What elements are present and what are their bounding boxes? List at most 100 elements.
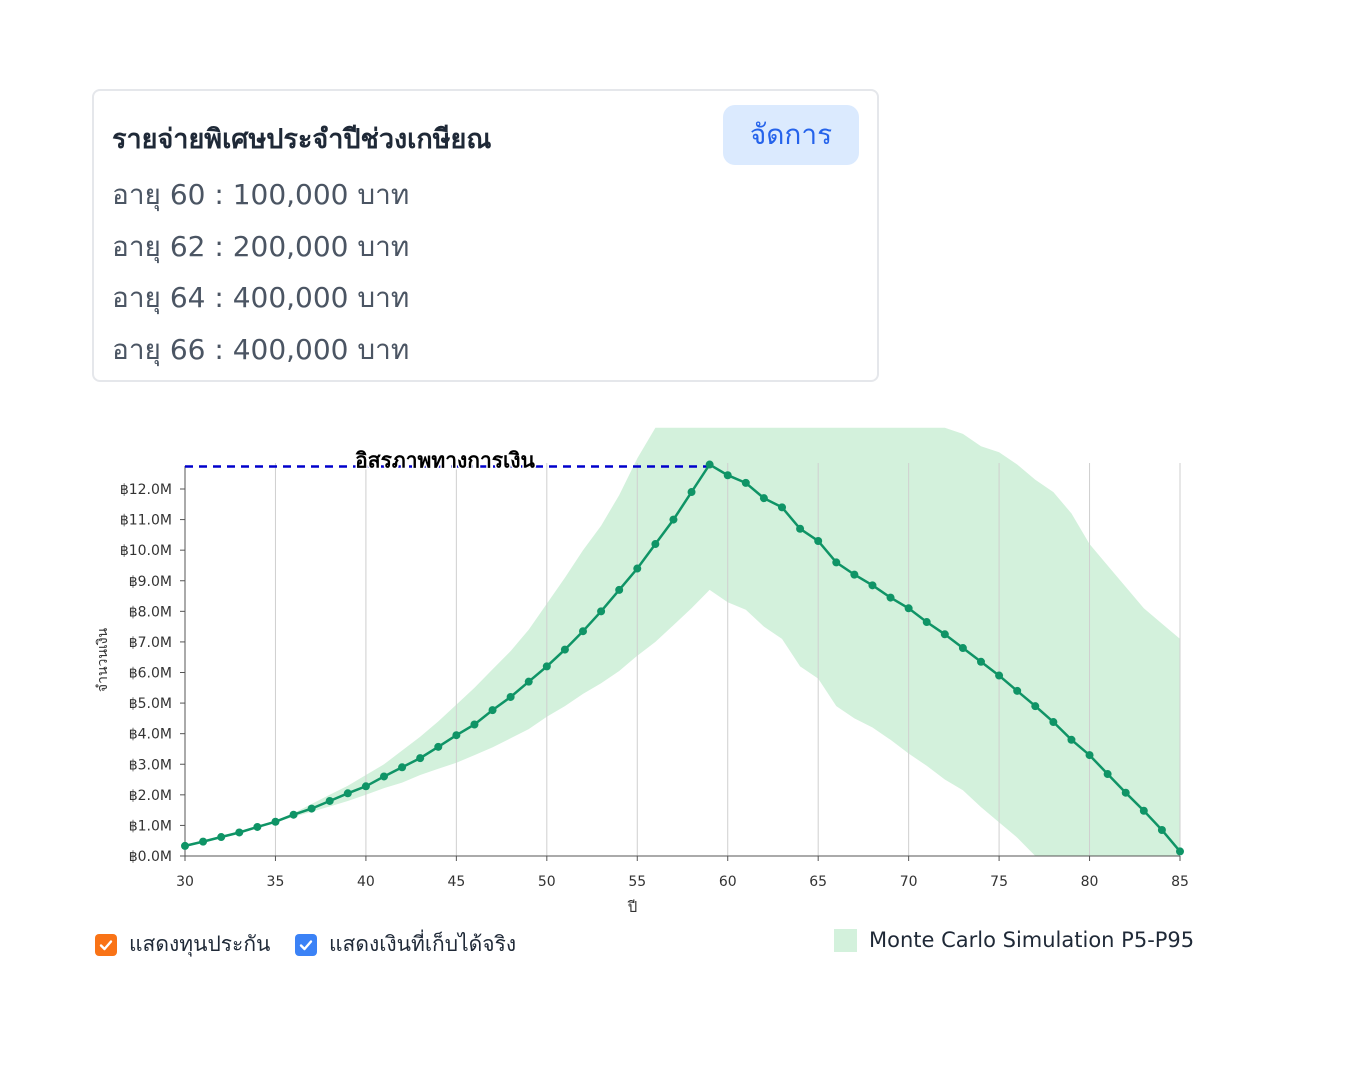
projection-point xyxy=(977,657,985,666)
y-tick-label: ฿7.0M xyxy=(129,635,172,651)
montecarlo-swatch xyxy=(834,928,857,952)
projection-point xyxy=(633,564,642,573)
projection-point xyxy=(1067,735,1076,744)
projection-point xyxy=(778,503,786,512)
projection-point xyxy=(1013,686,1022,695)
x-tick-label: 70 xyxy=(900,874,918,890)
projection-point xyxy=(1031,702,1040,711)
projection-point xyxy=(886,593,895,602)
projection-point xyxy=(235,828,244,837)
check-icon xyxy=(299,939,313,950)
projection-point xyxy=(289,810,298,819)
expense-item: อายุ 64 : 400,000 บาท xyxy=(112,281,410,314)
x-tick-label: 60 xyxy=(719,874,737,890)
check-icon xyxy=(99,939,113,950)
y-tick-label: ฿6.0M xyxy=(129,666,172,682)
projection-point xyxy=(687,488,696,497)
projection-point xyxy=(217,833,226,842)
montecarlo-band xyxy=(185,427,1180,856)
projection-point xyxy=(579,627,587,636)
card-title: รายจ่ายพิเศษประจำปีช่วงเกษียณ xyxy=(112,124,492,155)
y-tick-label: ฿5.0M xyxy=(129,696,172,712)
projection-point xyxy=(796,524,805,533)
x-tick-label: 85 xyxy=(1171,874,1189,890)
x-tick-label: 40 xyxy=(357,874,375,890)
projection-point xyxy=(705,460,714,469)
projection-point xyxy=(1049,718,1058,727)
x-tick-label: 30 xyxy=(176,874,194,890)
projection-point xyxy=(488,706,497,715)
projection-point xyxy=(904,604,913,613)
y-axis-title: จำนวนเงิน xyxy=(95,627,111,692)
montecarlo-label: Monte Carlo Simulation P5-P95 xyxy=(869,928,1195,952)
projection-point xyxy=(995,671,1004,680)
y-tick-label: ฿4.0M xyxy=(129,727,172,743)
x-tick-label: 35 xyxy=(267,874,285,890)
actual-savings-checkbox[interactable] xyxy=(295,933,317,956)
insurance-checkbox[interactable] xyxy=(95,933,117,956)
projection-point xyxy=(416,754,425,763)
projection-point xyxy=(1157,826,1166,835)
projection-point xyxy=(1103,770,1112,779)
x-tick-label: 75 xyxy=(990,874,1008,890)
projection-point xyxy=(271,817,280,826)
legend-actual-savings[interactable]: แสดงเงินที่เก็บได้จริง xyxy=(295,928,516,961)
y-tick-label: ฿1.0M xyxy=(129,818,172,834)
y-tick-label: ฿3.0M xyxy=(129,757,172,773)
x-axis-title: ปี xyxy=(627,898,637,916)
projection-point xyxy=(542,662,551,671)
y-tick-label: ฿11.0M xyxy=(120,513,172,529)
projection-point xyxy=(470,720,479,729)
projection-point xyxy=(651,540,660,549)
projection-point xyxy=(361,782,370,791)
expense-item: อายุ 66 : 400,000 บาท xyxy=(112,332,410,366)
projection-point xyxy=(850,570,859,579)
y-tick-label: ฿0.0M xyxy=(129,849,172,865)
legend-montecarlo: Monte Carlo Simulation P5-P95 xyxy=(834,928,1194,952)
projection-point xyxy=(1085,751,1094,760)
projection-point xyxy=(307,804,316,813)
expense-item: อายุ 60 : 100,000 บาท xyxy=(112,178,410,211)
y-tick-label: ฿2.0M xyxy=(129,788,172,804)
y-tick-label: ฿12.0M xyxy=(120,482,172,498)
projection-point xyxy=(958,644,967,653)
projection-point xyxy=(922,618,931,627)
projection-point xyxy=(398,763,407,772)
projection-point xyxy=(940,630,949,639)
y-tick-label: ฿8.0M xyxy=(129,604,172,620)
projection-point xyxy=(1121,788,1130,797)
projection-point xyxy=(560,645,569,654)
x-tick-label: 55 xyxy=(628,874,646,890)
x-tick-label: 45 xyxy=(447,874,465,890)
x-tick-label: 80 xyxy=(1081,874,1099,890)
projection-point xyxy=(380,772,388,781)
y-tick-label: ฿9.0M xyxy=(129,574,172,590)
financial-freedom-label: อิสรภาพทางการเงิน xyxy=(355,449,536,473)
projection-point xyxy=(723,471,732,480)
x-tick-label: 65 xyxy=(809,874,827,890)
projection-point xyxy=(615,585,624,594)
expense-item: อายุ 62 : 200,000 บาท xyxy=(112,229,410,263)
legend-insurance[interactable]: แสดงทุนประกัน xyxy=(95,928,270,961)
x-tick-label: 50 xyxy=(538,874,556,890)
projection-point xyxy=(1176,847,1184,856)
actual-savings-label: แสดงเงินที่เก็บได้จริง xyxy=(329,932,517,956)
projection-point xyxy=(434,742,443,751)
projection-point xyxy=(597,607,606,616)
projection-point xyxy=(506,692,515,701)
projection-point xyxy=(325,796,334,805)
projection-point xyxy=(253,822,262,831)
projection-point xyxy=(741,478,750,487)
projection-point xyxy=(868,581,877,590)
insurance-label: แสดงทุนประกัน xyxy=(129,932,271,956)
projection-point xyxy=(452,731,461,740)
projection-point xyxy=(181,841,189,850)
projection-point xyxy=(1139,806,1148,815)
projection-point xyxy=(669,515,678,524)
projection-point xyxy=(832,558,841,567)
expense-list: อายุ 60 : 100,000 บาท อายุ 62 : 200,000 … xyxy=(112,175,409,381)
retirement-expense-card: รายจ่ายพิเศษประจำปีช่วงเกษียณ จัดการ อาย… xyxy=(92,89,879,382)
manage-button[interactable]: จัดการ xyxy=(723,105,859,165)
projection-point xyxy=(759,494,768,503)
